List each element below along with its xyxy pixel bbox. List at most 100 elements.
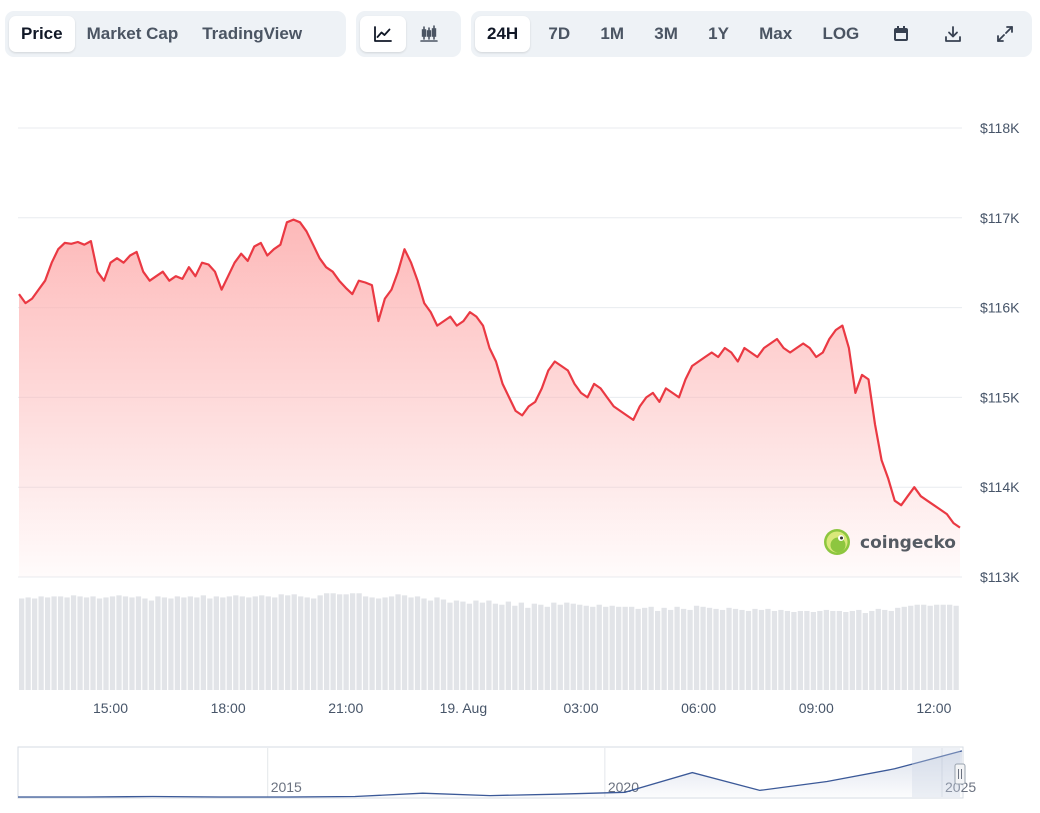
volume-bar (908, 605, 914, 690)
volume-bar (135, 596, 142, 690)
volume-bar (453, 600, 460, 690)
volume-bar (83, 597, 90, 690)
volume-bar (486, 600, 492, 690)
volume-bar (324, 593, 330, 690)
volume-bar (700, 606, 706, 690)
download-button[interactable] (930, 16, 976, 52)
volume-bar (259, 595, 265, 690)
volume-bar (713, 608, 719, 690)
tab-market-cap[interactable]: Market Cap (86, 24, 179, 43)
volume-bar (213, 596, 219, 690)
volume-bar (246, 597, 252, 690)
volume-bar (921, 604, 927, 690)
volume-bar (395, 594, 401, 690)
volume-bar (745, 610, 752, 690)
tab-tradingview[interactable]: TradingView (202, 24, 303, 43)
volume-bar (51, 596, 57, 690)
volume-bar (642, 607, 648, 690)
volume-bar (25, 597, 31, 690)
volume-bar (875, 608, 881, 690)
volume-bar (304, 597, 310, 690)
volume-bar (836, 610, 842, 690)
volume-bar (784, 610, 791, 690)
volume-bar (343, 594, 349, 690)
volume-bar (739, 609, 745, 690)
volume-bar (174, 596, 181, 690)
volume-bar (797, 610, 804, 690)
volume-bar (888, 610, 894, 690)
volume-bar (557, 604, 563, 690)
range-3m[interactable]: 3M (654, 24, 678, 43)
volume-bar (434, 597, 440, 690)
line-chart-button[interactable] (360, 16, 406, 52)
volume-bar (187, 596, 194, 690)
volume-bar (895, 607, 901, 690)
volume-bar (233, 595, 239, 690)
candlestick-button[interactable] (406, 16, 452, 52)
volume-bar (525, 607, 531, 690)
range-7d[interactable]: 7D (548, 24, 571, 43)
fullscreen-button[interactable] (982, 16, 1028, 52)
candlestick-icon (420, 25, 438, 42)
volume-bar (869, 610, 875, 690)
y-tick-label: $113K (980, 569, 1020, 585)
volume-bar (856, 609, 862, 690)
log-toggle[interactable]: LOG (822, 24, 860, 43)
volume-bar (317, 595, 323, 690)
volume-bar (693, 605, 700, 690)
view-tab-group: Price Market Cap TradingView (5, 11, 346, 57)
volume-bar (648, 606, 654, 690)
volume-bar (492, 603, 499, 690)
volume-bar (479, 602, 486, 690)
volume-bar (356, 593, 362, 690)
volume-bar (70, 595, 77, 690)
volume-bar (629, 606, 635, 690)
volume-bar (570, 603, 576, 690)
volume-bar (473, 600, 479, 690)
navigator-selection[interactable] (912, 748, 960, 797)
volume-bar (564, 602, 570, 690)
date-range-button[interactable] (878, 16, 924, 52)
volume-bar (161, 597, 168, 690)
volume-bar (90, 596, 96, 690)
range-1m[interactable]: 1M (600, 24, 625, 43)
volume-bar (200, 595, 206, 690)
navigator[interactable]: 201520202025 (17, 746, 976, 799)
volume-bar (791, 612, 797, 690)
volume-bar (349, 593, 356, 690)
volume-bar (901, 606, 907, 690)
volume-bar (934, 604, 940, 690)
volume-bar (31, 598, 38, 690)
price-line (18, 218, 961, 529)
volume-bar (38, 596, 44, 690)
volume-bar (544, 606, 550, 690)
download-icon (944, 26, 961, 42)
price-area-fill (19, 219, 960, 577)
volume-bar (64, 597, 70, 690)
volume-bar (103, 597, 109, 690)
volume-bar (109, 596, 116, 690)
volume-bar (291, 594, 297, 690)
chart-toolbar: Price Market Cap TradingView 24H 7D 1M 3… (5, 11, 1032, 57)
volume-bar (771, 610, 778, 690)
volume-bar (512, 605, 518, 690)
y-axis-labels: $113K $114K $115K $116K $117K $118K (980, 120, 1020, 585)
range-1y[interactable]: 1Y (708, 24, 729, 43)
volume-bar (538, 604, 544, 690)
range-max[interactable]: Max (759, 24, 793, 43)
tab-price[interactable]: Price (9, 16, 75, 52)
volume-bar (96, 598, 103, 690)
volume-bar (843, 612, 849, 690)
coingecko-logo-icon (824, 529, 850, 555)
navigator-area (18, 750, 962, 797)
volume-bar (116, 595, 122, 690)
volume-bar (77, 596, 83, 690)
volume-bar (388, 596, 395, 690)
volume-bar (940, 604, 946, 690)
navigator-handle[interactable] (954, 763, 966, 785)
volume-bar (590, 606, 596, 690)
volume-bar (382, 597, 388, 690)
volume-bar (778, 609, 784, 690)
range-24h[interactable]: 24H (475, 16, 531, 52)
